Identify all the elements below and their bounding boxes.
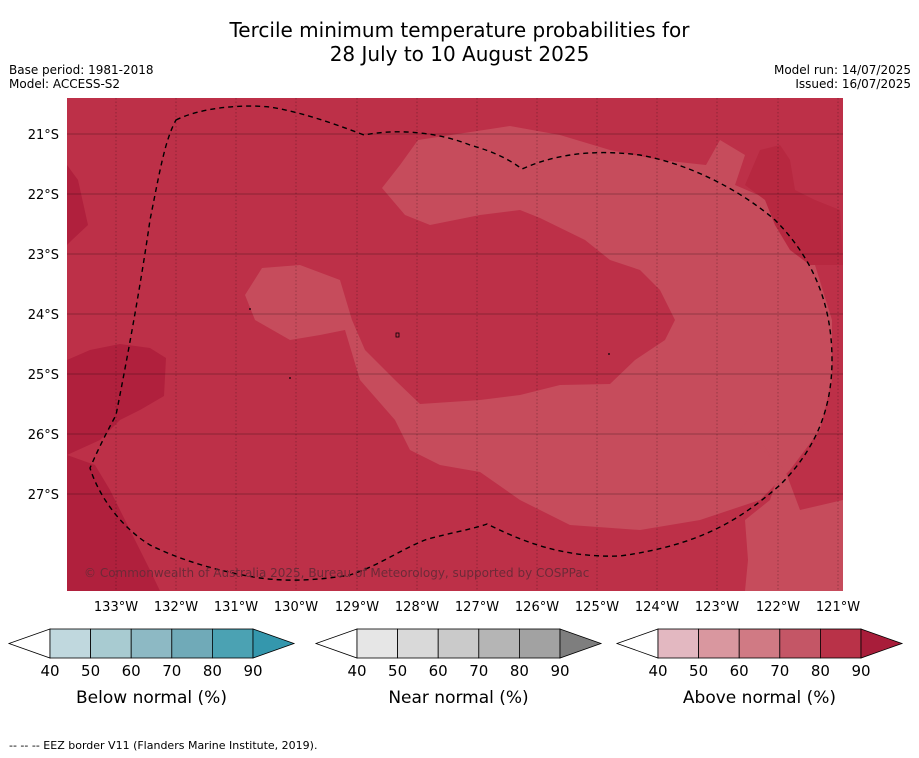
colorbar-segment: [779, 628, 821, 659]
colorbar-segment: [657, 628, 699, 659]
lon-label: 126°W: [515, 600, 559, 615]
island-marker: [395, 332, 400, 338]
colorbar-segment: [478, 628, 520, 659]
title-line-2: 28 July to 10 August 2025: [329, 42, 590, 66]
colorbar-title: Below normal (%): [76, 688, 227, 708]
lon-label: 121°W: [816, 600, 860, 615]
lon-label: 129°W: [335, 600, 379, 615]
eez-footnote: -- -- -- EEZ border V11 (Flanders Marine…: [9, 739, 318, 752]
colorbar-tick-label: 60: [429, 662, 448, 680]
darker-region-northwest: [67, 165, 88, 245]
colorbar-tick-label: 40: [347, 662, 366, 680]
above-normal-colorbar: 40 50 60 70 80 90 Above normal (%): [615, 628, 904, 708]
latitude-labels: 21°S 22°S 23°S 24°S 25°S 26°S 27°S: [28, 128, 59, 503]
lon-label: 131°W: [214, 600, 258, 615]
near-normal-colorbar: 40 50 60 70 80 90 Near normal (%): [314, 628, 603, 708]
title-line-1: Tercile minimum temperature probabilitie…: [229, 18, 690, 42]
colorbar-segment: [437, 628, 480, 659]
colorbar-legends: 40 50 60 70 80 90 Below normal (%) 40 50 60 70 80 90…: [7, 628, 904, 708]
lat-label: 22°S: [28, 188, 59, 203]
colorbar-segment: [356, 628, 398, 659]
colorbar-title: Near normal (%): [388, 688, 528, 708]
colorbar-tick-label: 40: [40, 662, 59, 680]
colorbar-tick-label: 90: [550, 662, 569, 680]
lat-label: 21°S: [28, 128, 59, 143]
colorbar-tick-label: 70: [162, 662, 181, 680]
base-period: Base period: 1981-2018: [9, 63, 154, 77]
lat-label: 25°S: [28, 368, 59, 383]
colorbar-segment: [397, 628, 439, 659]
colorbar-tick-label: 90: [243, 662, 262, 680]
model-run-date: Model run: 14/07/2025: [773, 63, 911, 77]
colorbar-segment: [211, 628, 254, 659]
colorbar-tick-label: 70: [770, 662, 789, 680]
island-marker: [289, 377, 291, 379]
colorbar-segment: [820, 628, 862, 659]
island-marker: [608, 353, 610, 355]
lighter-region-far-east: [740, 415, 843, 591]
colorbar-extend-high: [860, 628, 904, 659]
colorbar-tick-label: 50: [81, 662, 100, 680]
lat-label: 24°S: [28, 308, 59, 323]
colorbar-tick-label: 60: [730, 662, 749, 680]
colorbar-tick-label: 50: [689, 662, 708, 680]
model-name: Model: ACCESS-S2: [9, 77, 121, 91]
lon-label: 133°W: [94, 600, 138, 615]
lon-label: 122°W: [756, 600, 800, 615]
colorbar-segment: [130, 628, 173, 659]
issued-date: Issued: 16/07/2025: [795, 77, 911, 91]
colorbar-extend-low: [7, 628, 51, 659]
eez-border: [89, 105, 833, 581]
graticule: [67, 98, 843, 591]
colorbar-segment: [698, 628, 740, 659]
darker-region-southwest: [67, 455, 160, 591]
lon-label: 124°W: [635, 600, 679, 615]
lat-label: 23°S: [28, 248, 59, 263]
island-marker: [249, 308, 251, 310]
metadata-right: Model run: 14/07/2025 Issued: 16/07/2025: [774, 63, 911, 91]
darker-region-west: [67, 344, 166, 455]
copyright-notice: © Commonwealth of Australia 2025, Bureau…: [84, 566, 589, 580]
lon-label: 127°W: [455, 600, 499, 615]
colorbar-extend-low: [314, 628, 358, 659]
colorbar-extend-high: [252, 628, 296, 659]
probability-map: © Commonwealth of Australia 2025, Bureau…: [7, 98, 904, 708]
lon-label: 123°W: [695, 600, 739, 615]
lon-label: 132°W: [154, 600, 198, 615]
colorbar-tick-label: 70: [469, 662, 488, 680]
colorbar-tick-label: 40: [648, 662, 667, 680]
below-normal-colorbar: 40 50 60 70 80 90 Below normal (%): [7, 628, 296, 708]
longitude-labels: 133°W 132°W 131°W 130°W 129°W 128°W 127°…: [94, 600, 860, 615]
lon-label: 128°W: [395, 600, 439, 615]
map-title: Tercile minimum temperature probabilitie…: [0, 18, 919, 66]
darker-region-east: [745, 145, 843, 265]
colorbar-segment: [171, 628, 213, 659]
colorbar-extend-low: [615, 628, 659, 659]
lat-label: 27°S: [28, 488, 59, 503]
colorbar-segment: [738, 628, 781, 659]
colorbar-segment: [49, 628, 91, 659]
colorbar-segment: [90, 628, 132, 659]
lon-label: 125°W: [575, 600, 619, 615]
lon-label: 130°W: [274, 600, 318, 615]
map-field: © Commonwealth of Australia 2025, Bureau…: [67, 98, 843, 591]
colorbar-tick-label: 50: [388, 662, 407, 680]
lat-label: 26°S: [28, 428, 59, 443]
colorbar-tick-label: 80: [203, 662, 222, 680]
colorbar-tick-label: 80: [811, 662, 830, 680]
colorbar-tick-label: 90: [851, 662, 870, 680]
lighter-probability-region: [245, 126, 832, 530]
colorbar-extend-high: [559, 628, 603, 659]
metadata-left: Base period: 1981-2018 Model: ACCESS-S2: [9, 63, 154, 91]
colorbar-tick-label: 60: [122, 662, 141, 680]
colorbar-title: Above normal (%): [683, 688, 836, 708]
colorbar-segment: [519, 628, 561, 659]
colorbar-tick-label: 80: [510, 662, 529, 680]
